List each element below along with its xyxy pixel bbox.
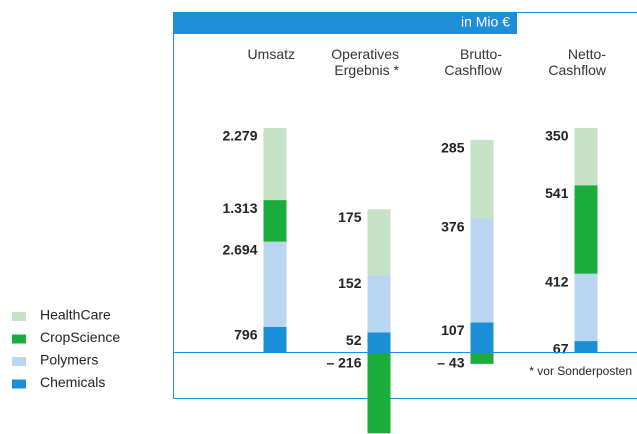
header-bar: [173, 12, 517, 34]
value-label: 52: [346, 332, 362, 348]
bar-segment: [574, 185, 598, 274]
legend-swatch: [12, 357, 26, 366]
value-label: 796: [234, 327, 258, 343]
bar-segment: [367, 332, 391, 352]
legend-label: HealthCare: [40, 307, 111, 323]
legend-label: Polymers: [40, 352, 98, 368]
unit-label: in Mio €: [461, 14, 510, 30]
legend-swatch: [12, 379, 26, 389]
value-label: 67: [553, 341, 569, 357]
bar-segment: [470, 352, 494, 364]
bar-segment: [470, 139, 494, 219]
legend-swatch: [12, 312, 26, 321]
bar-segment: [367, 352, 391, 434]
legend-swatch: [12, 334, 26, 344]
value-label: 175: [338, 209, 362, 225]
value-label: 2.279: [222, 128, 257, 144]
value-label: 412: [545, 273, 569, 289]
value-label: 350: [545, 128, 569, 144]
legend-label: CropScience: [40, 329, 120, 345]
footnote: * vor Sonderposten: [529, 364, 632, 378]
value-label: – 43: [437, 355, 464, 371]
bar-segment: [367, 209, 391, 276]
value-label: 152: [338, 275, 362, 291]
bar-segment: [574, 273, 598, 342]
legend-label: Chemicals: [40, 374, 105, 390]
category-label: Netto- Cashflow: [548, 46, 606, 78]
bar-segment: [367, 275, 391, 333]
bar-segment: [574, 128, 598, 186]
bar-segment: [263, 200, 287, 242]
value-label: 285: [441, 140, 465, 156]
value-label: 541: [545, 185, 569, 201]
value-label: 1.313: [222, 200, 257, 216]
category-label: Brutto- Cashflow: [444, 46, 502, 78]
bar-segment: [470, 218, 494, 323]
value-label: 2.694: [222, 241, 257, 257]
bar-segment: [263, 128, 287, 201]
category-label: Operatives Ergebnis *: [331, 46, 399, 78]
bar-segment: [574, 341, 598, 352]
value-label: – 216: [326, 355, 361, 371]
value-label: 107: [441, 322, 465, 338]
category-label: Umsatz: [247, 46, 295, 62]
bar-segment: [470, 322, 494, 352]
bar-segment: [263, 326, 287, 352]
value-label: 376: [441, 218, 465, 234]
bar-segment: [263, 241, 287, 327]
